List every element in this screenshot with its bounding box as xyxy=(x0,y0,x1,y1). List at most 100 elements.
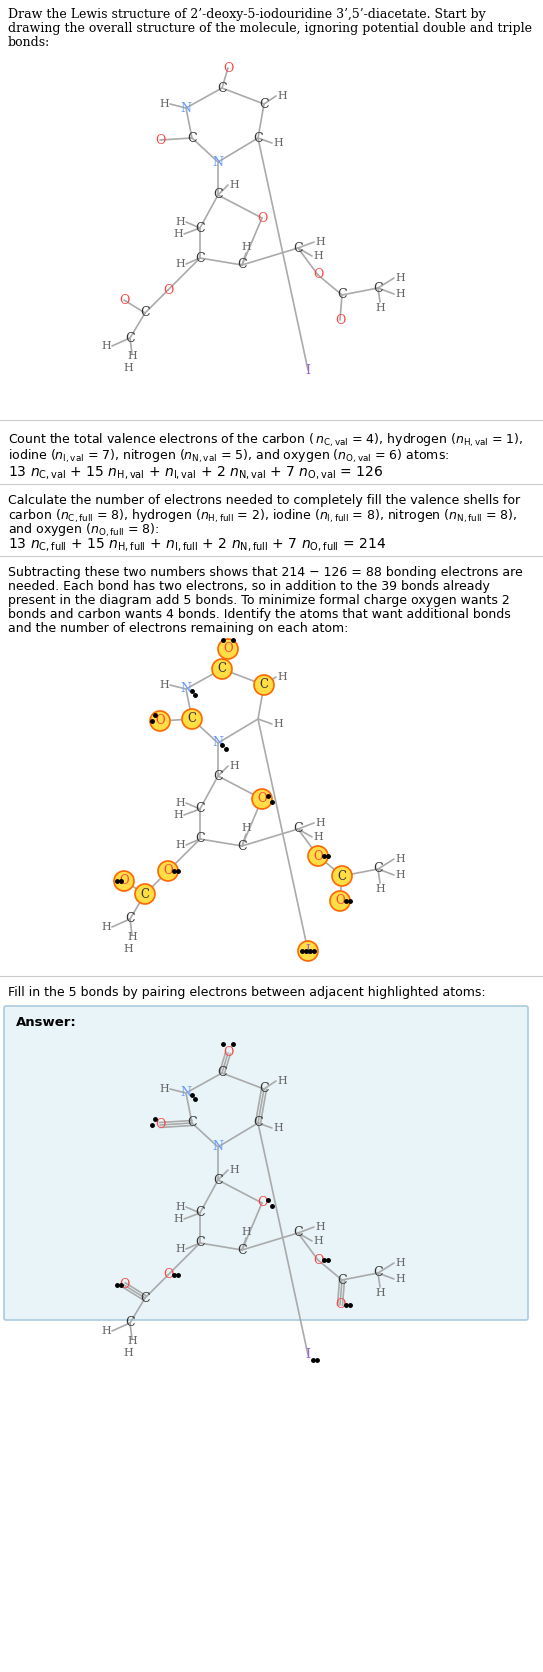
Text: C: C xyxy=(217,82,227,95)
Text: H: H xyxy=(241,242,251,252)
Text: C: C xyxy=(260,679,268,692)
Text: O: O xyxy=(119,294,129,306)
Text: O: O xyxy=(313,849,323,863)
Text: N: N xyxy=(180,1087,192,1100)
Text: H: H xyxy=(375,884,385,895)
Text: O: O xyxy=(155,1119,165,1132)
Circle shape xyxy=(212,659,232,679)
Text: N: N xyxy=(180,682,192,696)
Circle shape xyxy=(150,711,170,731)
Text: H: H xyxy=(175,1244,185,1254)
Circle shape xyxy=(158,861,178,881)
Text: H: H xyxy=(175,839,185,849)
Text: H: H xyxy=(273,139,283,149)
Text: H: H xyxy=(229,1165,239,1175)
Text: C: C xyxy=(125,913,135,926)
Text: H: H xyxy=(127,351,137,361)
Text: O: O xyxy=(163,284,173,296)
Text: H: H xyxy=(241,1227,251,1237)
Text: O: O xyxy=(335,895,345,908)
Text: H: H xyxy=(123,363,133,373)
Text: C: C xyxy=(373,281,383,294)
Text: C: C xyxy=(140,306,150,319)
Text: bonds:: bonds: xyxy=(8,37,50,48)
Text: H: H xyxy=(159,1083,169,1093)
Circle shape xyxy=(298,941,318,961)
Text: O: O xyxy=(313,1254,323,1266)
Text: C: C xyxy=(237,259,247,271)
Text: N: N xyxy=(212,155,224,169)
Text: Calculate the number of electrons needed to completely fill the valence shells f: Calculate the number of electrons needed… xyxy=(8,493,520,507)
Text: H: H xyxy=(395,1257,405,1267)
Text: H: H xyxy=(273,719,283,729)
Text: C: C xyxy=(237,1244,247,1256)
Text: C: C xyxy=(187,132,197,144)
Text: I: I xyxy=(306,1349,311,1361)
Text: H: H xyxy=(375,303,385,313)
Text: O: O xyxy=(163,1269,173,1281)
Text: C: C xyxy=(253,132,263,144)
Text: C: C xyxy=(218,662,226,675)
Text: C: C xyxy=(373,863,383,876)
Text: Fill in the 5 bonds by pairing electrons between adjacent highlighted atoms:: Fill in the 5 bonds by pairing electrons… xyxy=(8,986,485,998)
Text: H: H xyxy=(375,1287,385,1297)
Text: N: N xyxy=(180,102,192,114)
Text: present in the diagram add 5 bonds. To minimize formal charge oxygen wants 2: present in the diagram add 5 bonds. To m… xyxy=(8,594,510,607)
Text: C: C xyxy=(213,769,223,782)
Text: H: H xyxy=(313,833,323,843)
Text: H: H xyxy=(127,931,137,941)
Text: C: C xyxy=(195,1237,205,1249)
Text: H: H xyxy=(315,237,325,247)
Text: iodine ($n_{\mathrm{I,val}}$ = 7), nitrogen ($n_{\mathrm{N,val}}$ = 5), and oxyg: iodine ($n_{\mathrm{I,val}}$ = 7), nitro… xyxy=(8,448,449,465)
Text: H: H xyxy=(101,341,111,351)
Text: H: H xyxy=(395,854,405,864)
Text: H: H xyxy=(159,681,169,691)
Text: H: H xyxy=(159,99,169,109)
Text: O: O xyxy=(155,714,165,727)
Text: N: N xyxy=(212,736,224,749)
Text: H: H xyxy=(175,217,185,227)
Text: C: C xyxy=(237,839,247,853)
Circle shape xyxy=(252,789,272,809)
Text: H: H xyxy=(229,181,239,191)
Text: I: I xyxy=(306,363,311,376)
Text: N: N xyxy=(212,1140,224,1154)
Text: C: C xyxy=(338,869,346,883)
Text: O: O xyxy=(257,793,267,806)
Text: H: H xyxy=(173,1214,183,1224)
Text: H: H xyxy=(241,823,251,833)
Text: H: H xyxy=(277,672,287,682)
Text: H: H xyxy=(395,273,405,283)
Text: C: C xyxy=(293,823,303,836)
Text: Answer:: Answer: xyxy=(16,1017,77,1028)
Circle shape xyxy=(330,891,350,911)
Text: O: O xyxy=(163,864,173,878)
Text: C: C xyxy=(195,1207,205,1219)
Text: H: H xyxy=(173,809,183,819)
Text: drawing the overall structure of the molecule, ignoring potential double and tri: drawing the overall structure of the mol… xyxy=(8,22,532,35)
Text: H: H xyxy=(123,945,133,955)
Text: H: H xyxy=(175,1202,185,1212)
Text: and oxygen ($n_{\mathrm{O,full}}$ = 8):: and oxygen ($n_{\mathrm{O,full}}$ = 8): xyxy=(8,522,160,538)
Circle shape xyxy=(254,675,274,696)
Text: H: H xyxy=(273,1124,283,1134)
Text: O: O xyxy=(223,642,233,655)
Text: H: H xyxy=(229,761,239,771)
Text: I: I xyxy=(306,945,311,958)
Text: H: H xyxy=(277,1077,287,1087)
Text: O: O xyxy=(155,134,165,147)
Text: C: C xyxy=(337,289,347,301)
Text: C: C xyxy=(195,221,205,234)
Text: C: C xyxy=(187,712,197,726)
Text: carbon ($n_{\mathrm{C,full}}$ = 8), hydrogen ($n_{\mathrm{H,full}}$ = 2), iodine: carbon ($n_{\mathrm{C,full}}$ = 8), hydr… xyxy=(8,508,517,525)
Text: needed. Each bond has two electrons, so in addition to the 39 bonds already: needed. Each bond has two electrons, so … xyxy=(8,580,490,594)
Text: C: C xyxy=(195,833,205,846)
Text: C: C xyxy=(337,1274,347,1286)
Circle shape xyxy=(218,639,238,659)
Text: H: H xyxy=(313,1236,323,1246)
Text: H: H xyxy=(395,1274,405,1284)
Text: O: O xyxy=(223,1047,233,1060)
Text: O: O xyxy=(335,1299,345,1311)
Circle shape xyxy=(332,866,352,886)
Text: and the number of electrons remaining on each atom:: and the number of electrons remaining on… xyxy=(8,622,349,635)
